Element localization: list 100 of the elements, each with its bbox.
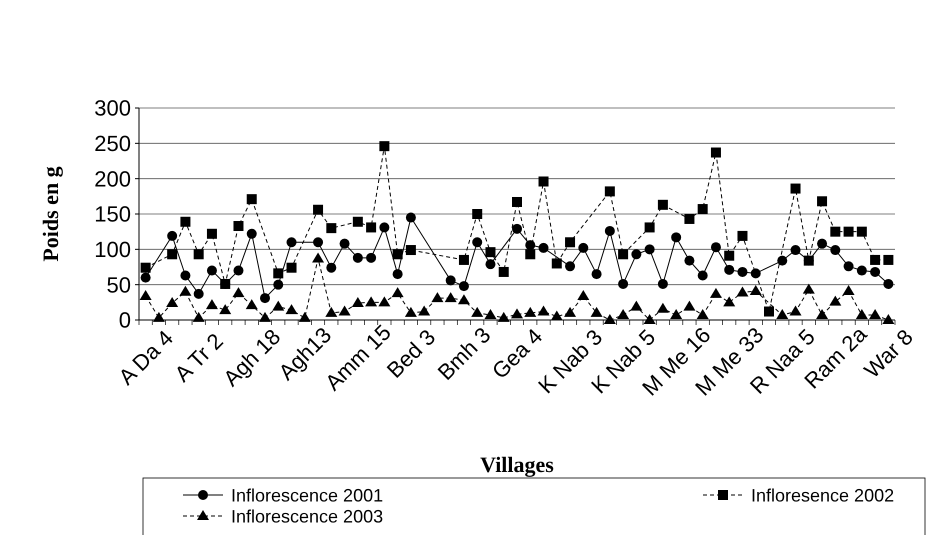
point [882, 314, 894, 324]
point [764, 306, 774, 317]
point [458, 281, 469, 292]
legend-label: Inflorescence 2003 [231, 506, 384, 526]
point [830, 245, 840, 256]
point [737, 230, 748, 241]
point [484, 309, 496, 320]
point [777, 256, 788, 266]
point [512, 224, 522, 234]
point [220, 278, 230, 289]
point [392, 269, 403, 280]
point [512, 196, 522, 207]
point [684, 256, 694, 266]
point [167, 230, 178, 241]
point [206, 228, 217, 239]
point [710, 242, 721, 252]
point [618, 249, 628, 260]
point [498, 266, 509, 277]
point [644, 314, 656, 324]
point [698, 270, 708, 280]
point [869, 309, 882, 320]
point [404, 306, 417, 317]
point [192, 312, 205, 322]
point [724, 264, 734, 275]
point [365, 296, 378, 306]
point [232, 287, 244, 298]
point [525, 249, 536, 260]
point [604, 186, 615, 196]
point [485, 259, 496, 270]
point [298, 312, 311, 322]
point [644, 244, 655, 254]
point [326, 262, 336, 273]
point [286, 262, 297, 273]
point [658, 200, 668, 210]
point [325, 306, 338, 317]
point [829, 296, 842, 306]
y-tick-label: 50 [106, 272, 131, 298]
point [776, 309, 788, 320]
point [472, 209, 482, 219]
point [565, 261, 576, 272]
point [458, 294, 470, 304]
legend-label: Inflorescence 2001 [231, 485, 384, 506]
point [844, 261, 854, 272]
point [736, 286, 748, 296]
point [246, 194, 257, 204]
point [656, 302, 669, 313]
point [844, 226, 854, 237]
point [538, 242, 549, 253]
point [194, 249, 204, 260]
point [816, 309, 828, 320]
point [179, 286, 192, 296]
point [326, 223, 336, 234]
point [498, 312, 510, 322]
point [630, 300, 642, 311]
point [856, 266, 867, 276]
point [471, 306, 484, 317]
y-tick-label: 200 [94, 166, 131, 192]
point [856, 226, 867, 237]
y-axis-title: Poids en g [38, 166, 63, 262]
point [683, 300, 696, 311]
point [286, 304, 298, 314]
point [458, 254, 469, 265]
y-tick-label: 150 [94, 202, 131, 227]
point [418, 306, 430, 316]
point [618, 278, 628, 289]
point [444, 292, 457, 302]
y-tick-label: 0 [118, 308, 131, 333]
point [578, 242, 588, 253]
point [140, 272, 151, 283]
point [830, 226, 840, 237]
point [684, 214, 694, 224]
point [804, 256, 814, 266]
point [219, 304, 232, 314]
point [710, 148, 721, 158]
point [206, 299, 218, 310]
point [538, 176, 549, 186]
point [790, 306, 802, 316]
point [366, 252, 376, 263]
y-tick-label: 250 [94, 131, 131, 156]
y-tick-label: 100 [94, 237, 131, 262]
point [233, 221, 244, 232]
point [842, 285, 855, 296]
point [658, 278, 668, 289]
point [870, 254, 880, 265]
point [698, 204, 708, 214]
point [338, 306, 351, 316]
point [313, 204, 324, 215]
point [206, 266, 217, 276]
point [272, 300, 284, 311]
point [273, 268, 284, 278]
point [883, 278, 894, 289]
point [802, 284, 815, 294]
point [696, 309, 709, 320]
point [524, 306, 536, 317]
point [631, 249, 642, 260]
point [565, 237, 576, 248]
point [246, 228, 257, 239]
legend-label: Infloresence 2002 [751, 485, 894, 506]
point [446, 275, 456, 286]
point [750, 285, 762, 296]
